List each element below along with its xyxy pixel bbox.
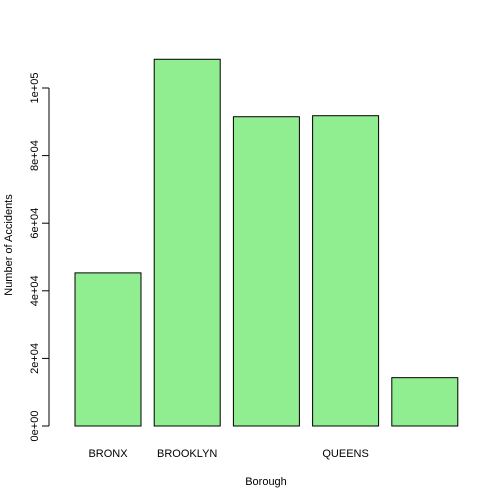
y-tick-label: 2e+04: [29, 343, 41, 374]
bar-manhattan: [232, 116, 300, 427]
y-tick-label: 0e+00: [29, 411, 41, 442]
x-tick-label: QUEENS: [322, 448, 368, 460]
bar-bronx: [74, 272, 142, 427]
y-axis: 0e+00 2e+04 4e+04 6e+04 8e+04 1e+05: [29, 73, 50, 442]
bar-brooklyn: [153, 58, 221, 427]
y-tick-label: 8e+04: [29, 140, 41, 171]
x-axis-title: Borough: [245, 476, 287, 488]
bar-queens: [312, 115, 380, 427]
x-tick-label: BROOKLYN: [157, 448, 217, 460]
y-tick-label: 6e+04: [29, 208, 41, 239]
y-tick-label: 4e+04: [29, 275, 41, 306]
bars-group: [74, 58, 459, 427]
bar-staten-island: [391, 377, 459, 427]
y-tick-label: 1e+05: [29, 73, 41, 104]
x-tick-label: BRONX: [88, 448, 128, 460]
y-axis-title: Number of Accidents: [3, 194, 15, 296]
x-tick-labels: BRONX BROOKLYN QUEENS: [88, 448, 368, 460]
